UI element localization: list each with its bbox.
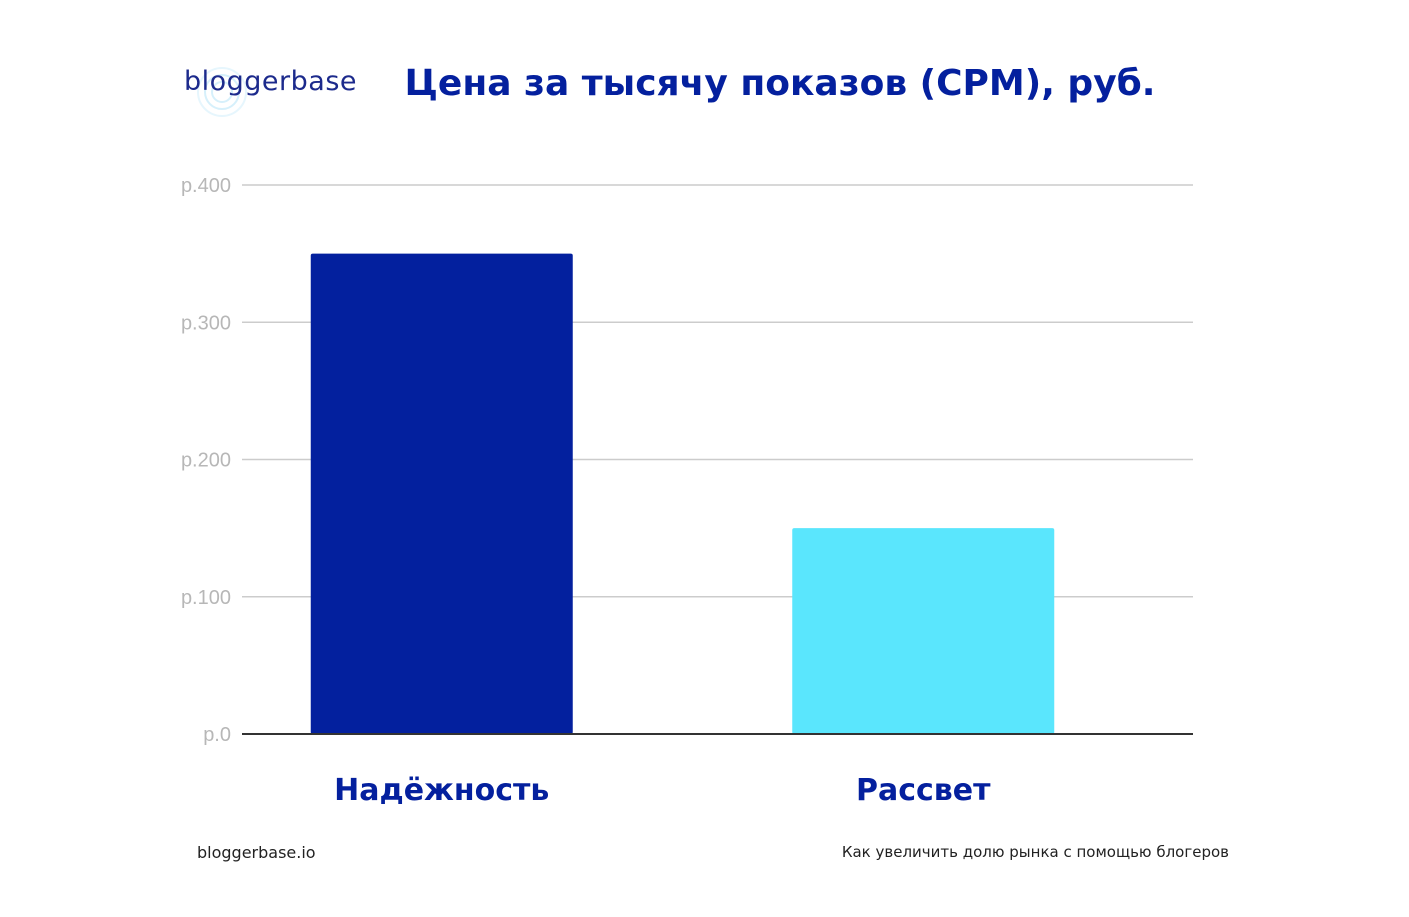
footer-site-link[interactable]: bloggerbase.io xyxy=(197,843,316,862)
y-tick-label: р.200 xyxy=(181,450,231,472)
bar[interactable] xyxy=(310,253,573,734)
bloggerbase-logo: bloggerbase xyxy=(184,62,364,118)
x-category-label: Надёжность xyxy=(334,773,549,808)
y-tick-label: р.100 xyxy=(181,587,231,609)
y-tick-label: р.0 xyxy=(203,724,231,746)
signal-rings-icon xyxy=(197,67,247,117)
chart-title: Цена за тысячу показов (CPM), руб. xyxy=(404,63,1156,104)
logo-text: bloggerbase xyxy=(184,66,358,97)
y-tick-label: р.300 xyxy=(181,312,231,334)
x-category-label: Рассвет xyxy=(856,773,991,808)
y-tick-label: р.400 xyxy=(181,175,231,197)
footer-caption: Как увеличить долю рынка с помощью блоге… xyxy=(841,843,1229,861)
bar[interactable] xyxy=(792,528,1055,734)
